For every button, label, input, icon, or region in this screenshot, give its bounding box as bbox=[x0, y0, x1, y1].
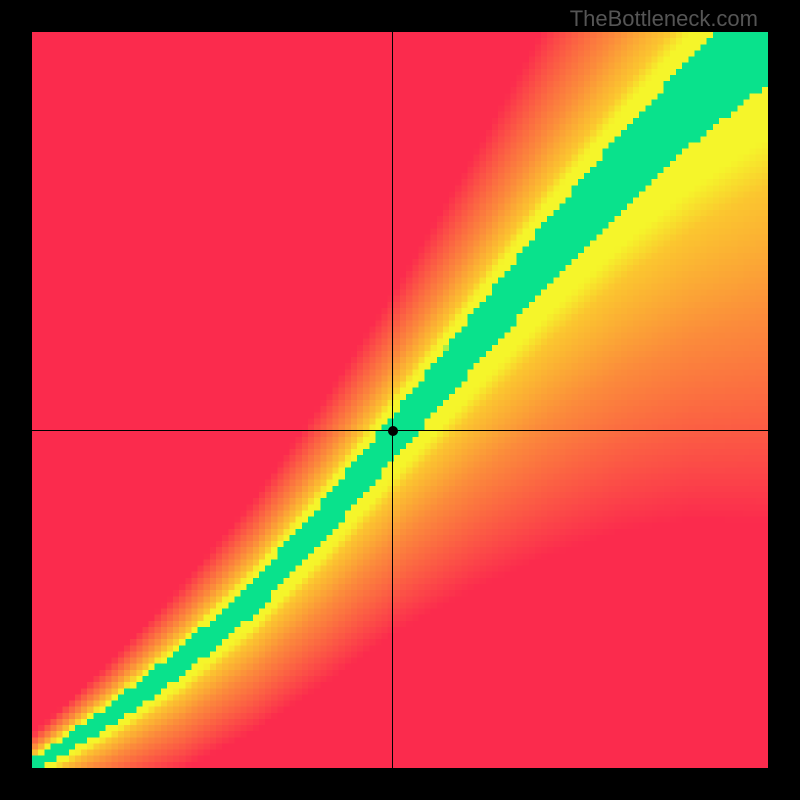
heatmap-canvas bbox=[32, 32, 768, 768]
watermark-text: TheBottleneck.com bbox=[570, 6, 758, 32]
marker-dot bbox=[388, 426, 398, 436]
crosshair-horizontal bbox=[32, 430, 768, 431]
crosshair-vertical bbox=[392, 32, 393, 768]
plot-area bbox=[32, 32, 768, 768]
